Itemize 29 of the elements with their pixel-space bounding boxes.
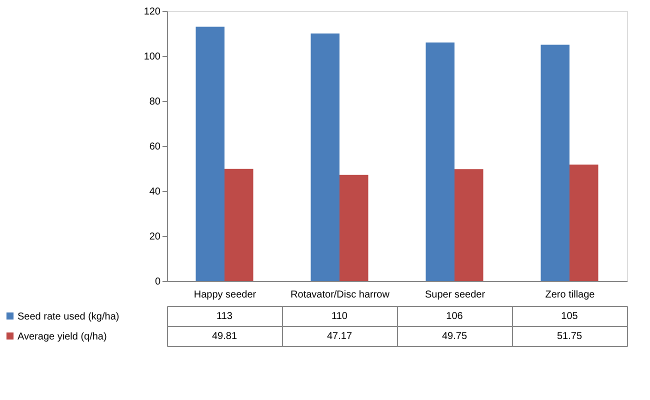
data-label: 105: [561, 311, 578, 322]
x-tick-label: Super seeder: [424, 290, 486, 300]
x-tick-label: Zero tillage: [545, 290, 596, 300]
data-label: 106: [446, 311, 464, 322]
y-tick-label: 20: [149, 232, 161, 242]
bar: [340, 174, 368, 281]
bar: [540, 44, 570, 281]
bar: [454, 169, 484, 281]
y-tick-label: 60: [149, 142, 161, 152]
data-label: 49.81: [212, 331, 238, 342]
legend-label: Average yield (q/ha): [18, 332, 107, 342]
data-label: 51.75: [556, 331, 582, 342]
data-label: 49.75: [442, 331, 468, 342]
bar: [310, 34, 340, 281]
x-tick-label: Happy seeder: [194, 290, 257, 300]
y-tick-label: 100: [144, 52, 161, 62]
bar: [426, 42, 454, 281]
bar: [196, 26, 224, 281]
y-tick-label: 40: [149, 186, 161, 198]
data-label: 47.17: [326, 331, 352, 342]
data-label: 113: [216, 311, 233, 322]
data-label: 110: [332, 311, 348, 322]
bar: [224, 168, 254, 281]
y-tick-label: 80: [149, 96, 161, 108]
bar: [570, 164, 598, 281]
y-tick-label: 0: [154, 276, 161, 288]
y-tick-label: 120: [144, 6, 161, 18]
legend-label: Seed rate used (kg/ha): [18, 312, 120, 322]
x-tick-label: Rotavator/Disc harrow: [290, 290, 390, 300]
